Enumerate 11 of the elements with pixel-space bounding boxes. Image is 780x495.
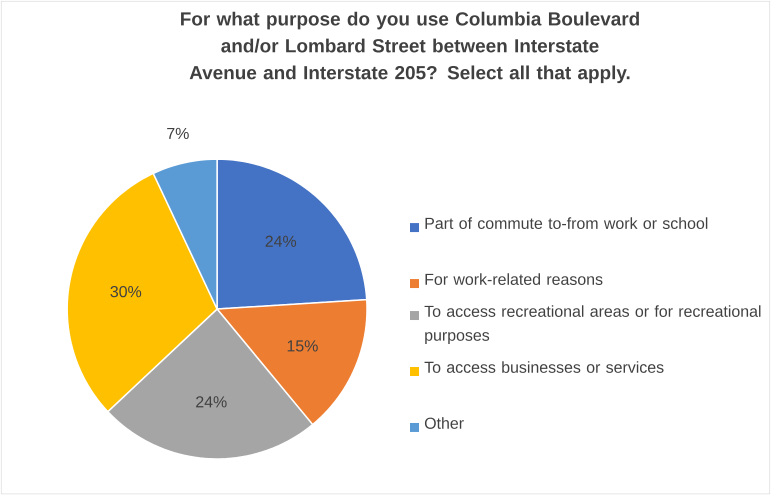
- data-label: 7%: [167, 128, 189, 139]
- data-label: 24%: [196, 396, 227, 408]
- legend-label: Other: [424, 417, 464, 429]
- legend-label: Part of commute to-from work or school: [426, 217, 708, 229]
- legend-label: For work-related reasons: [426, 273, 602, 285]
- chart-title: For what purpose do you use Columbia Boulevard and/or Lombard Street between Interstate Avenue and Interstate 205? Select all that apply.: [181, 12, 639, 84]
- legend-label: To access businesses or services: [424, 361, 664, 373]
- data-label: 15%: [288, 340, 318, 352]
- data-label: 30%: [110, 286, 142, 298]
- data-label: 24%: [266, 236, 296, 247]
- legend-label: To access recreational areas or for recreational purposes: [424, 305, 760, 344]
